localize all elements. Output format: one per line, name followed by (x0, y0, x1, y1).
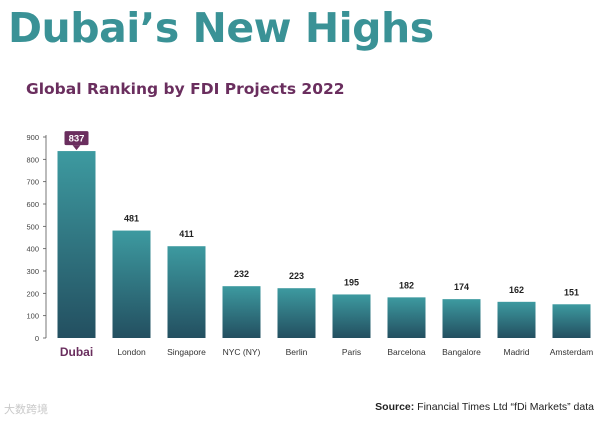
data-label: 151 (564, 287, 579, 297)
bars-group: 837 Dubai 481 London 411 Singapore 232 NYC (NY)… (57, 131, 593, 359)
y-tick-label: 800 (26, 155, 39, 164)
y-tick-label: 100 (26, 312, 39, 321)
x-tick-label: Singapore (167, 347, 206, 357)
data-label: 837 (69, 134, 85, 145)
page-title: Dubai’s New Highs (8, 4, 434, 52)
bar (167, 246, 206, 338)
x-tick-label: Madrid (504, 347, 530, 357)
data-label: 195 (344, 277, 359, 287)
bar (332, 294, 371, 338)
y-tick-label: 600 (26, 200, 39, 209)
bar (387, 297, 426, 338)
y-tick-label: 700 (26, 178, 39, 187)
source-note: Source: Financial Times Ltd “fDi Markets… (375, 401, 594, 413)
y-tick-label: 200 (26, 289, 39, 298)
x-tick-label: NYC (NY) (223, 347, 261, 357)
data-label: 232 (234, 269, 249, 279)
chart-title: Global Ranking by FDI Projects 2022 (26, 80, 345, 98)
source-text: Financial Times Ltd “fDi Markets” data (414, 401, 594, 413)
y-tick-label: 900 (26, 133, 39, 142)
bar (277, 288, 316, 338)
x-tick-label: Paris (342, 347, 361, 357)
bar (552, 304, 591, 338)
bar (112, 230, 151, 338)
x-tick-label: Bangalore (442, 347, 481, 357)
highlight-value-bubble (64, 131, 89, 146)
bar (222, 286, 261, 338)
x-tick-label: London (117, 347, 146, 357)
x-tick-label: Barcelona (387, 347, 426, 357)
data-label: 411 (179, 229, 194, 239)
data-label: 174 (454, 282, 469, 292)
y-tick-label: 500 (26, 222, 39, 231)
y-tick-label: 400 (26, 245, 39, 254)
x-tick-label: Amsterdam (550, 347, 593, 357)
highlight-bubble-pointer (72, 145, 81, 151)
data-label: 182 (399, 280, 414, 290)
data-label: 162 (509, 285, 524, 295)
y-tick-label: 300 (26, 267, 39, 276)
data-label: 223 (289, 271, 304, 281)
axis-group: 0 100 200 300 400 500 600 700 800 900 (26, 133, 47, 343)
y-tick-label: 0 (35, 334, 39, 343)
bar (497, 301, 536, 338)
x-tick-label: Dubai (60, 345, 93, 359)
bar (57, 151, 96, 338)
data-label: 481 (124, 214, 139, 224)
source-label: Source: (375, 401, 415, 413)
x-tick-label: Berlin (286, 347, 308, 357)
watermark: 大数跨境 (4, 404, 48, 416)
bar (442, 299, 481, 338)
bar-chart: 0 100 200 300 400 500 600 700 800 900 837 Dubai 481… (26, 131, 593, 359)
